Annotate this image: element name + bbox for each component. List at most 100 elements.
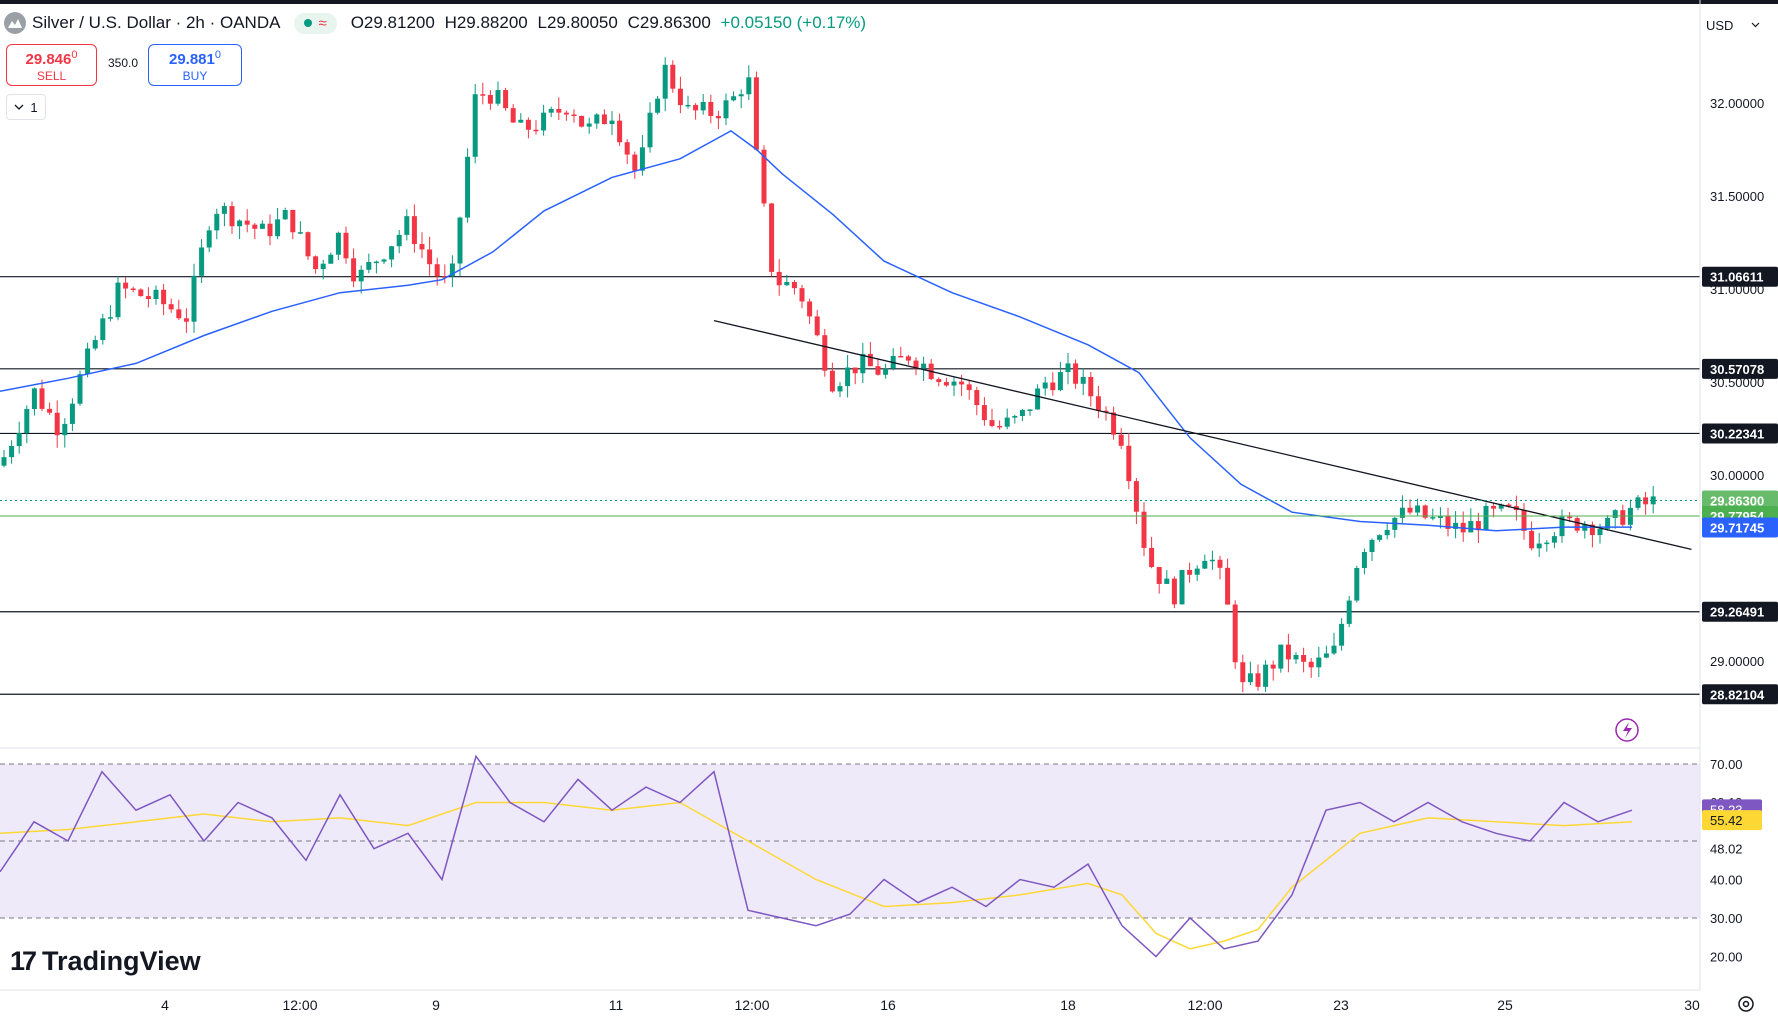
- level-price-badge-text: 31.06611: [1710, 270, 1764, 285]
- candle-body: [1164, 578, 1170, 584]
- candle-body: [1453, 522, 1459, 529]
- candle-body: [1080, 376, 1086, 384]
- candle-body: [1209, 559, 1215, 562]
- market-status[interactable]: ≈: [294, 12, 337, 34]
- candle-body: [1498, 504, 1504, 509]
- candle-body: [503, 90, 509, 109]
- candle-body: [1126, 445, 1132, 482]
- candle-body: [913, 360, 919, 369]
- candle-body: [396, 234, 402, 247]
- buy-price-small: 0: [214, 49, 221, 61]
- candle-body: [1483, 505, 1489, 531]
- candle-body: [411, 216, 417, 245]
- sell-button[interactable]: 29.8460 SELL: [6, 44, 97, 86]
- sell-price: 29.846: [25, 51, 72, 68]
- level-price-badge: [1702, 601, 1778, 622]
- candle-body: [373, 261, 379, 264]
- candle-body: [313, 256, 319, 270]
- candle-body: [1399, 507, 1405, 518]
- candle-body: [738, 94, 744, 97]
- candle-body: [1073, 363, 1079, 384]
- candle-body: [419, 244, 425, 250]
- candle-body: [1536, 543, 1542, 549]
- candle-body: [130, 288, 136, 291]
- price-tick-label: 29.00000: [1710, 654, 1764, 669]
- quantity-selector[interactable]: 1: [6, 94, 46, 120]
- candle-body: [685, 104, 691, 107]
- chevron-down-icon: [14, 104, 24, 110]
- candle-body: [153, 289, 159, 300]
- candle-body: [829, 370, 835, 392]
- candle-body: [981, 405, 987, 421]
- trend-line[interactable]: [713, 319, 1692, 551]
- candle-body: [655, 98, 661, 113]
- time-tick-label: 4: [161, 997, 169, 1013]
- candle-body: [1278, 644, 1284, 669]
- candle-body: [145, 296, 151, 300]
- candle-body: [525, 119, 531, 130]
- candle-body: [31, 388, 37, 410]
- candle-body: [1255, 673, 1261, 687]
- candle-body: [176, 309, 182, 319]
- candle-body: [533, 129, 539, 132]
- candle-body: [548, 108, 554, 113]
- candle-body: [845, 367, 851, 387]
- candle-body: [563, 112, 569, 115]
- spread-value: 350.0: [108, 56, 139, 70]
- gear-icon[interactable]: [1735, 993, 1757, 1015]
- candle-body: [594, 114, 600, 124]
- candle-body: [100, 318, 106, 341]
- level-price-badge-text: 30.22341: [1710, 426, 1764, 441]
- candle-body: [1027, 409, 1033, 411]
- candle-body: [1156, 566, 1162, 584]
- ohlc-values: O29.81200 H29.88200 L29.80050 C29.86300 …: [351, 13, 871, 33]
- window-top-border: [0, 0, 1778, 4]
- candle-body: [974, 390, 980, 406]
- candle-body: [609, 120, 615, 125]
- candle-body: [799, 288, 805, 302]
- candle-body: [1491, 505, 1497, 509]
- candle-body: [366, 261, 372, 270]
- tradingview-logo-icon: 17: [10, 946, 37, 976]
- candle-body: [495, 90, 501, 104]
- candle-body: [343, 232, 349, 259]
- candle-body: [556, 108, 562, 113]
- quantity-value: 1: [30, 99, 38, 115]
- candle-body: [1339, 623, 1345, 646]
- candle-body: [1407, 507, 1413, 513]
- candle-body: [586, 123, 592, 127]
- candle-body: [1293, 655, 1299, 660]
- candle-body: [1384, 529, 1390, 536]
- level-price-badge: [1702, 266, 1778, 287]
- candle-body: [472, 94, 478, 157]
- rsi-ma-badge-text: 55.42: [1710, 813, 1743, 828]
- candle-body: [259, 223, 265, 229]
- symbol-title[interactable]: Silver / U.S. Dollar · 2h · OANDA: [32, 13, 281, 32]
- candle-body: [753, 77, 759, 150]
- candle-body: [62, 423, 68, 436]
- currency-selector[interactable]: USD: [1706, 14, 1772, 36]
- candle-body: [715, 115, 721, 119]
- candle-body: [54, 412, 60, 436]
- candle-body: [1437, 516, 1443, 518]
- candle-body: [791, 282, 797, 289]
- candle-body: [290, 209, 296, 233]
- candle-body: [814, 316, 820, 336]
- candle-body: [1361, 552, 1367, 568]
- candle-body: [1118, 434, 1124, 446]
- candle-body: [1225, 567, 1231, 605]
- candle-body: [1620, 510, 1626, 525]
- candle-body: [252, 224, 258, 229]
- candle-body: [1354, 567, 1360, 601]
- candle-body: [115, 282, 121, 318]
- lightning-alert-icon[interactable]: [1615, 718, 1639, 742]
- data-wave-icon: ≈: [318, 14, 327, 32]
- candle-body: [1377, 535, 1383, 540]
- ohlc-high: H29.88200: [444, 13, 528, 32]
- candle-body: [1004, 417, 1010, 427]
- candle-body: [389, 246, 395, 260]
- candle-body: [624, 142, 630, 155]
- buy-button[interactable]: 29.8810 BUY: [148, 44, 242, 86]
- tradingview-logo[interactable]: 17 TradingView: [10, 946, 201, 977]
